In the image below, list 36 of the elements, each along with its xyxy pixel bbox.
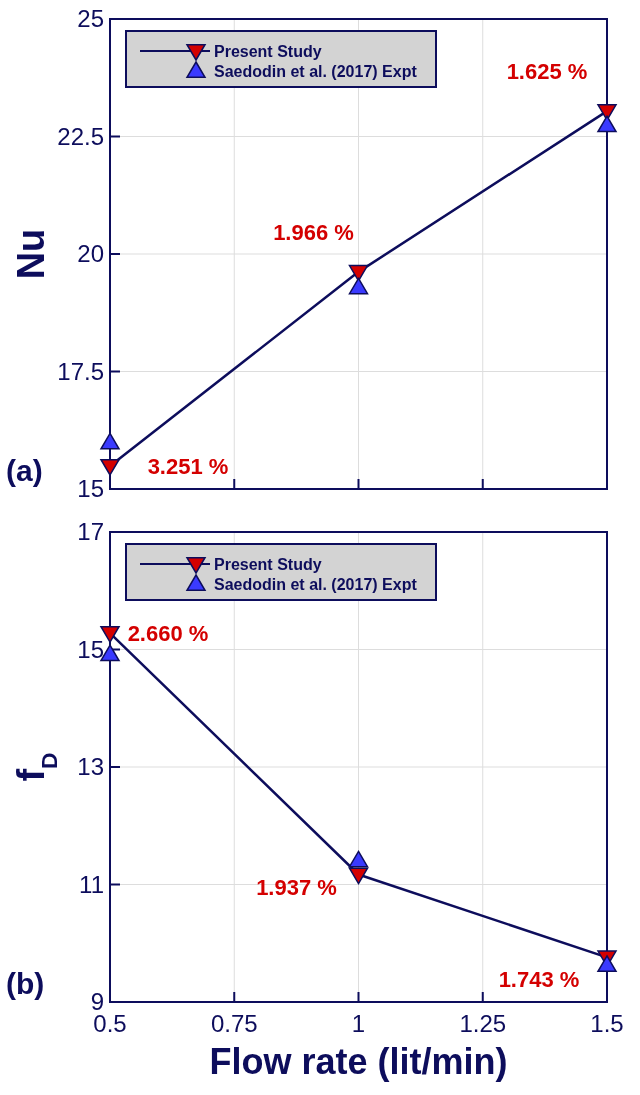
- x-tick-label: 0.75: [210, 1010, 258, 1037]
- point: [100, 626, 120, 643]
- y-tick-label: 25: [77, 5, 104, 32]
- text: (b): [6, 967, 45, 1000]
- annotation: 1.743 %: [498, 967, 580, 993]
- annotation: 1.937 %: [256, 874, 337, 900]
- point: [348, 277, 369, 295]
- legend-label: Saedodin et al. (2017) Expt: [214, 576, 418, 593]
- y-tick-label: 22.5: [57, 122, 104, 150]
- y-tick-label: 15: [77, 635, 104, 663]
- point: [348, 867, 369, 885]
- y-tick-label: 20: [77, 240, 104, 267]
- point: [348, 264, 369, 282]
- y-tick-label: 15: [77, 475, 104, 502]
- x-axis-title: Flow rate (lit/min): [209, 1041, 508, 1082]
- point: [100, 432, 120, 450]
- point: [597, 955, 617, 973]
- text: (a): [6, 454, 43, 487]
- y-tick-label: 13: [77, 753, 104, 780]
- x-tick-label: 1.5: [590, 1010, 624, 1037]
- point: [597, 115, 617, 133]
- legend-label: Saedodin et al. (2017) Expt: [214, 63, 418, 80]
- legend-label: Present Study: [214, 556, 322, 573]
- annotation: 1.966 %: [273, 219, 354, 245]
- annotation: 3.251 %: [147, 453, 229, 479]
- y-axis-title: Nu: [10, 228, 52, 280]
- legend-label: Present Study: [214, 43, 322, 60]
- y-tick-label: 17.5: [57, 357, 104, 385]
- annotation: 1.625 %: [506, 59, 588, 85]
- annotation: 2.660 %: [127, 621, 209, 647]
- x-tick-label: 1.25: [459, 1010, 507, 1037]
- point: [100, 458, 120, 476]
- point: [348, 850, 369, 868]
- x-tick-label: 1: [351, 1010, 366, 1037]
- y-tick-label: 11: [79, 870, 104, 898]
- y-tick-label: 17: [77, 518, 104, 545]
